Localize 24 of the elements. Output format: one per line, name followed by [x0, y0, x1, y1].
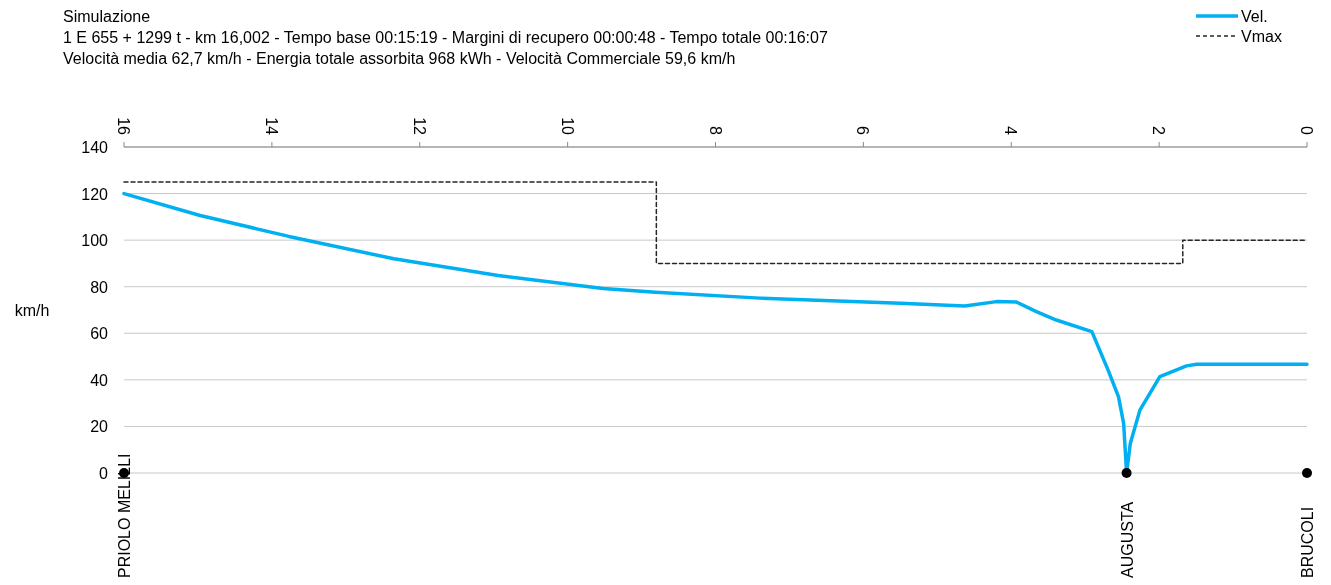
- y-tick-label: 0: [99, 465, 109, 482]
- y-tick-label: 140: [81, 139, 109, 156]
- y-tick-label: 40: [90, 371, 109, 389]
- y-tick-label: 80: [90, 278, 109, 296]
- x-tick-label: 0: [1298, 126, 1315, 136]
- chart-subtitle: 1 E 655 + 1299 t - km 16,002 - Tempo base 00:15:19 - Margini di recupero 00:00:48 - Tempo totale 00:16:07 Velocità media 62,7 km/h - Energia totale assorbita 968 kWh - Velocità Commerciale 59,6 km/h: [63, 29, 828, 67]
- y-axis-title: km/h: [14, 302, 50, 319]
- x-tick-label: 14: [262, 117, 280, 136]
- y-tick-label: 100: [81, 232, 109, 250]
- chart-title: Simulazione: [63, 8, 151, 25]
- x-tick-label: 4: [1002, 126, 1020, 136]
- x-tick-label: 6: [854, 126, 872, 136]
- legend-label: Vmax: [1241, 28, 1282, 45]
- x-tick-label: 2: [1150, 126, 1168, 136]
- x-tick-label: 16: [115, 117, 132, 136]
- x-tick-label: 10: [558, 117, 576, 136]
- y-tick-label: 120: [81, 185, 109, 203]
- annotation: AUGUSTA: [1118, 501, 1136, 578]
- y-tick-label: 60: [90, 325, 109, 343]
- annotation: BRUCOLI: [1299, 506, 1316, 578]
- legend-label: Vel.: [1241, 8, 1268, 25]
- y-tick-label: 20: [90, 418, 109, 436]
- x-tick-label: 8: [706, 126, 724, 136]
- x-tick-label: 12: [410, 117, 428, 136]
